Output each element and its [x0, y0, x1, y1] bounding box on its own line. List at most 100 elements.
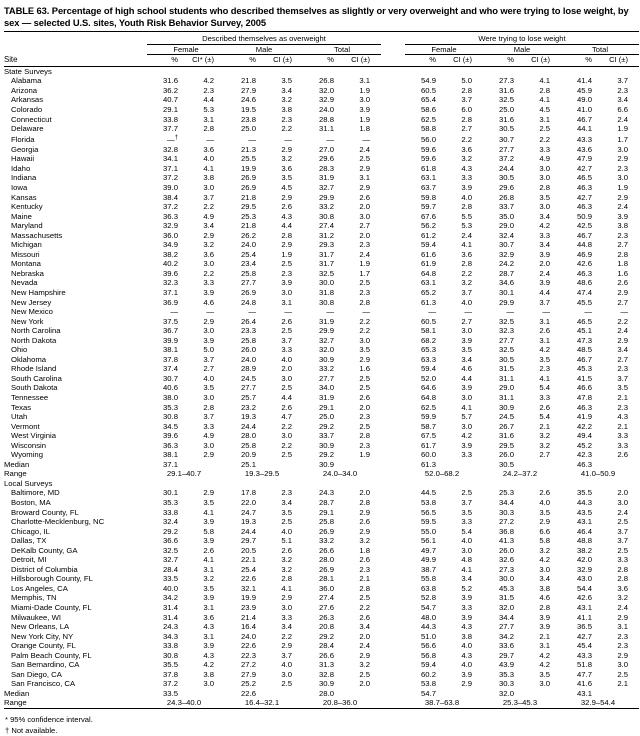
cell-value: 26.4	[241, 316, 256, 326]
cell-value: 27.4	[319, 221, 334, 231]
cell-value: —	[248, 135, 256, 145]
table-row: Arizona 36.2 2.3 27.9 3.4 32.0 1.9 60.5 2.8 31.6 2…	[4, 86, 639, 96]
column-gap	[381, 546, 405, 556]
cell-value: 32.9	[499, 249, 514, 259]
cell-value: 60.0	[421, 450, 436, 460]
cell-value: 3.2	[359, 536, 370, 546]
cell-value: 3.5	[281, 173, 292, 183]
cell-value: 4.0	[281, 354, 292, 364]
cell-value: 33.8	[163, 641, 178, 651]
cell-value: 2.0	[359, 402, 370, 412]
cell-value: 2.3	[203, 85, 214, 95]
cell-value: 4.6	[461, 364, 472, 374]
row-site-label: DeKalb County, GA	[11, 545, 78, 555]
column-header-pct-male-lose: %	[507, 55, 514, 65]
row-site-label: New Orleans, LA	[11, 622, 70, 632]
table-row: Kentucky 37.2 2.2 29.5 2.6 33.2 2.0 59.7 2.8 33.7…	[4, 202, 639, 212]
table-body: State Surveys Alabama 31.6 4.2 21.8 3.5 26.8 3.…	[4, 66, 639, 708]
column-gap	[381, 173, 405, 183]
median-label: Median	[4, 688, 30, 698]
cell-value: 2.5	[539, 124, 550, 134]
cell-value: 3.8	[539, 583, 550, 593]
cell-value: 43.1	[577, 517, 592, 527]
column-gap	[381, 164, 405, 174]
row-site-label: Boston, MA	[11, 498, 51, 507]
median-value: 61.3	[421, 459, 436, 469]
subheader-female-overweight: Female	[147, 44, 225, 56]
cell-value: 23.2	[241, 402, 256, 412]
cell-value: 4.1	[203, 555, 214, 565]
row-site-label: Michigan	[11, 240, 42, 250]
cell-value: 2.8	[359, 431, 370, 441]
column-header-pct-female-lose: %	[429, 55, 436, 65]
row-site-label: Georgia	[11, 144, 39, 154]
cell-value: 24.6	[241, 95, 256, 105]
cell-value: 3.7	[617, 536, 628, 546]
cell-value: 62.5	[421, 402, 436, 412]
cell-value: 32.6	[499, 555, 514, 565]
cell-value: 2.8	[539, 182, 550, 192]
cell-value: 38.1	[163, 345, 178, 355]
cell-value: 3.1	[203, 603, 214, 613]
cell-value: —	[584, 307, 592, 317]
cell-value: 31.9	[319, 392, 334, 402]
cell-value: 3.9	[203, 335, 214, 345]
cell-value: 3.9	[359, 105, 370, 115]
cell-value: 36.6	[163, 536, 178, 546]
cell-value: 50.9	[577, 211, 592, 221]
column-gap	[381, 86, 405, 96]
cell-value: 35.3	[163, 402, 178, 412]
table-row: Missouri 38.2 3.6 25.4 1.9 31.7 2.4 61.6 3.6 32.9…	[4, 250, 639, 260]
cell-value: 2.8	[203, 124, 214, 134]
cell-value: 3.1	[539, 641, 550, 651]
cell-value: 24.0	[241, 631, 256, 641]
cell-value: 2.9	[359, 650, 370, 660]
cell-value: 5.7	[461, 412, 472, 422]
row-site-label: Miami-Dade County, FL	[11, 603, 92, 613]
cell-value: 46.4	[577, 526, 592, 536]
cell-value: 2.9	[617, 192, 628, 202]
cell-value: 2.6	[281, 402, 292, 412]
row-site-label: Charlotte-Mecklenburg, NC	[11, 517, 105, 527]
section-header-state-surveys: State Surveys	[4, 66, 639, 76]
cell-value: 2.0	[281, 364, 292, 374]
median-value: 33.5	[163, 688, 178, 698]
cell-value: 3.3	[461, 173, 472, 183]
cell-value: 3.9	[539, 249, 550, 259]
cell-value: 41.0	[577, 105, 592, 115]
cell-value: 32.1	[241, 583, 256, 593]
cell-value: 3.2	[359, 660, 370, 670]
cell-value: 48.0	[421, 612, 436, 622]
cell-value: 2.9	[281, 641, 292, 651]
cell-value: 41.9	[577, 412, 592, 422]
cell-value: 65.2	[421, 287, 436, 297]
cell-value: 4.1	[203, 163, 214, 173]
cell-value: 30.1	[499, 287, 514, 297]
cell-value: 65.4	[421, 95, 436, 105]
column-header-pct-male-overweight: %	[249, 55, 256, 65]
table-row: San Francisco, CA 37.2 3.0 25.2 2.5 30.9 2.0 53…	[4, 679, 639, 689]
cell-value: 2.2	[359, 316, 370, 326]
cell-value: 38.2	[577, 545, 592, 555]
cell-value: 29.9	[319, 192, 334, 202]
column-gap	[381, 603, 405, 613]
column-gap	[381, 517, 405, 527]
median-value	[595, 460, 639, 470]
header-rule	[4, 64, 639, 67]
row-site-label: New York	[11, 316, 44, 326]
cell-value: 2.2	[281, 631, 292, 641]
row-site-label: Hawaii	[11, 154, 35, 164]
cell-value: 31.8	[319, 287, 334, 297]
cell-value: 3.4	[461, 574, 472, 584]
cell-value: 3.6	[461, 144, 472, 154]
cell-value: 2.8	[539, 603, 550, 613]
cell-value: 2.6	[281, 202, 292, 212]
cell-value: 42.3	[577, 450, 592, 460]
cell-value: 24.2	[499, 259, 514, 269]
cell-value: 1.9	[617, 124, 628, 134]
column-gap	[381, 221, 405, 231]
cell-value: 31.9	[319, 173, 334, 183]
median-row: Median 33.5 22.6 28.0 54.7 32.0 43.1	[4, 689, 639, 699]
table-row: Utah 30.8 3.7 19.3 4.7 25.0 2.3 59.9 5.7 24.5 5.4 4…	[4, 412, 639, 422]
range-value: 20.8–36.0	[322, 698, 358, 708]
